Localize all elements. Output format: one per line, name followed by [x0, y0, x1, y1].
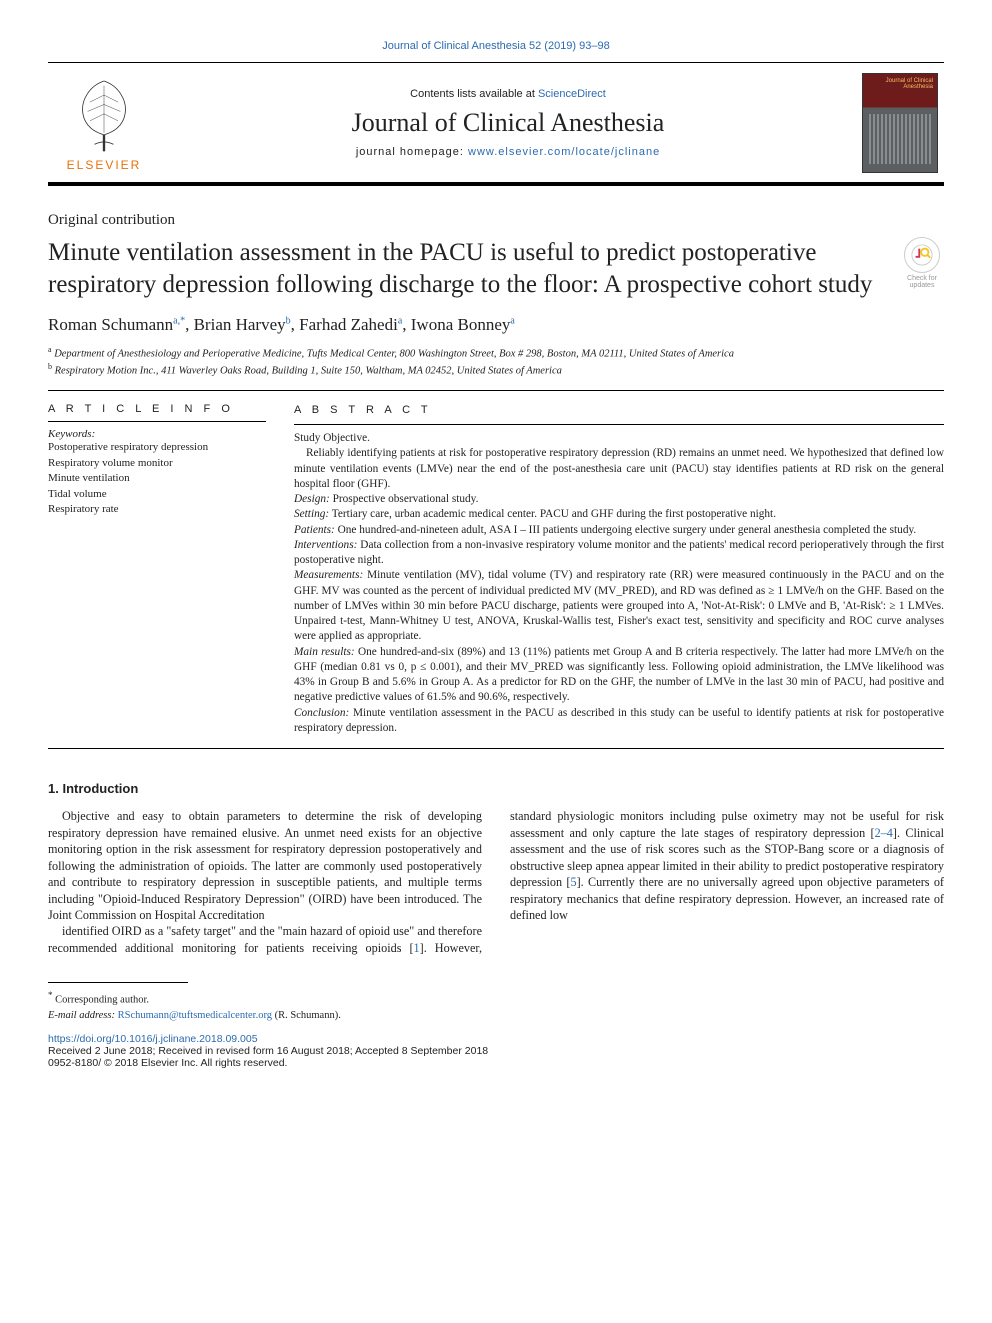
affiliation-line: b Respiratory Motion Inc., 411 Waverley … [48, 362, 944, 379]
affiliations: a Department of Anesthesiology and Perio… [48, 345, 944, 378]
doi-link[interactable]: https://doi.org/10.1016/j.jclinane.2018.… [48, 1033, 944, 1045]
abstract-setting-text: Tertiary care, urban academic medical ce… [332, 508, 776, 520]
abstract-measurements-label: Measurements: [294, 569, 363, 581]
article-info-head: A R T I C L E I N F O [48, 403, 266, 415]
header-center: Contents lists available at ScienceDirec… [160, 63, 856, 182]
abstract-interventions-label: Interventions: [294, 539, 357, 551]
top-citation: Journal of Clinical Anesthesia 52 (2019)… [48, 40, 944, 52]
author-name: Brian Harvey [194, 315, 286, 334]
sciencedirect-link[interactable]: ScienceDirect [538, 88, 606, 100]
corr-text: Corresponding author. [55, 995, 149, 1006]
contents-line: Contents lists available at ScienceDirec… [410, 88, 606, 100]
author-name: Roman Schumann [48, 315, 173, 334]
elsevier-tree-icon [68, 74, 140, 156]
email-label: E-mail address: [48, 1010, 115, 1021]
author-affil-sup: a,* [173, 315, 185, 326]
article-history: Received 2 June 2018; Received in revise… [48, 1045, 944, 1057]
author-name: Iwona Bonney [411, 315, 511, 334]
abstract-measurements-text: Minute ventilation (MV), tidal volume (T… [294, 569, 944, 642]
email-line: E-mail address: RSchumann@tuftsmedicalce… [48, 1009, 944, 1024]
article-info-rule [48, 421, 266, 422]
journal-header: ELSEVIER Contents lists available at Sci… [48, 62, 944, 186]
author-affil-sup: a [398, 315, 402, 326]
journal-name: Journal of Clinical Anesthesia [352, 108, 665, 138]
abstract-objective-label: Study Objective. [294, 432, 370, 444]
abstract-results-label: Main results: [294, 646, 355, 658]
star-icon: * [48, 990, 53, 1000]
abstract-design-label: Design: [294, 493, 330, 505]
copyright-line: 0952-8180/ © 2018 Elsevier Inc. All righ… [48, 1057, 944, 1069]
crossmark-badge[interactable]: Check for updates [900, 237, 944, 289]
keywords-label: Keywords: [48, 428, 266, 440]
footnotes: * Corresponding author. E-mail address: … [48, 989, 944, 1023]
publisher-logo: ELSEVIER [48, 63, 160, 182]
abstract-design: Design: Prospective observational study. [294, 492, 944, 507]
abstract-objective: Study Objective. [294, 431, 944, 446]
keyword-item: Tidal volume [48, 487, 266, 502]
abstract-objective-text: Reliably identifying patients at risk fo… [294, 446, 944, 492]
author-affil-sup: a [510, 315, 514, 326]
keywords-list: Postoperative respiratory depressionResp… [48, 440, 266, 517]
affiliation-line: a Department of Anesthesiology and Perio… [48, 345, 944, 362]
keyword-item: Postoperative respiratory depression [48, 440, 266, 455]
author-name: Farhad Zahedi [299, 315, 398, 334]
abstract-conclusion-text: Minute ventilation assessment in the PAC… [294, 707, 944, 734]
keyword-item: Respiratory rate [48, 502, 266, 517]
article-type: Original contribution [48, 212, 944, 229]
abstract-patients: Patients: One hundred-and-nineteen adult… [294, 523, 944, 538]
article-title: Minute ventilation assessment in the PAC… [48, 237, 886, 301]
journal-homepage-link[interactable]: www.elsevier.com/locate/jclinane [468, 146, 660, 158]
abstract-patients-text: One hundred-and-nineteen adult, ASA I – … [338, 524, 917, 536]
corresponding-author-note: * Corresponding author. [48, 989, 944, 1008]
homepage-line: journal homepage: www.elsevier.com/locat… [356, 146, 660, 158]
abstract-rule [294, 424, 944, 425]
abstract-measurements: Measurements: Minute ventilation (MV), t… [294, 568, 944, 644]
abstract-results: Main results: One hundred-and-six (89%) … [294, 645, 944, 706]
abstract-conclusion: Conclusion: Minute ventilation assessmen… [294, 706, 944, 737]
abstract-setting-label: Setting: [294, 508, 329, 520]
abstract-patients-label: Patients: [294, 524, 335, 536]
crossmark-label: Check for updates [900, 275, 944, 289]
homepage-prefix: journal homepage: [356, 146, 468, 158]
keyword-item: Respiratory volume monitor [48, 456, 266, 471]
intro-body: Objective and easy to obtain parameters … [48, 808, 944, 956]
keyword-item: Minute ventilation [48, 471, 266, 486]
intro-para-1: Objective and easy to obtain parameters … [48, 808, 482, 923]
abstract-block: A B S T R A C T Study Objective. Reliabl… [294, 403, 944, 736]
email-suffix: (R. Schumann). [275, 1010, 341, 1021]
abstract-interventions-text: Data collection from a non-invasive resp… [294, 539, 944, 566]
journal-cover-thumb: Journal of Clinical Anesthesia [856, 63, 944, 182]
intro-heading: 1. Introduction [48, 781, 944, 796]
abstract-head: A B S T R A C T [294, 403, 944, 418]
corresponding-email-link[interactable]: RSchumann@tuftsmedicalcenter.org [118, 1010, 272, 1021]
abstract-design-text: Prospective observational study. [333, 493, 479, 505]
rule-above-abstract [48, 390, 944, 391]
abstract-interventions: Interventions: Data collection from a no… [294, 538, 944, 569]
rule-below-abstract [48, 748, 944, 749]
abstract-setting: Setting: Tertiary care, urban academic m… [294, 507, 944, 522]
abstract-results-text: One hundred-and-six (89%) and 13 (11%) p… [294, 646, 944, 704]
publisher-name: ELSEVIER [67, 158, 142, 172]
article-info-block: A R T I C L E I N F O Keywords: Postoper… [48, 403, 266, 736]
abstract-conclusion-label: Conclusion: [294, 707, 349, 719]
cover-title-text: Journal of Clinical Anesthesia [867, 78, 933, 90]
author-affil-sup: b [286, 315, 291, 326]
contents-prefix: Contents lists available at [410, 88, 538, 100]
cover-image: Journal of Clinical Anesthesia [862, 73, 938, 173]
crossmark-icon [904, 237, 940, 273]
ref-link-2-4[interactable]: 2–4 [875, 826, 893, 840]
footnote-rule [48, 982, 188, 983]
author-line: Roman Schumanna,*, Brian Harveyb, Farhad… [48, 315, 944, 335]
